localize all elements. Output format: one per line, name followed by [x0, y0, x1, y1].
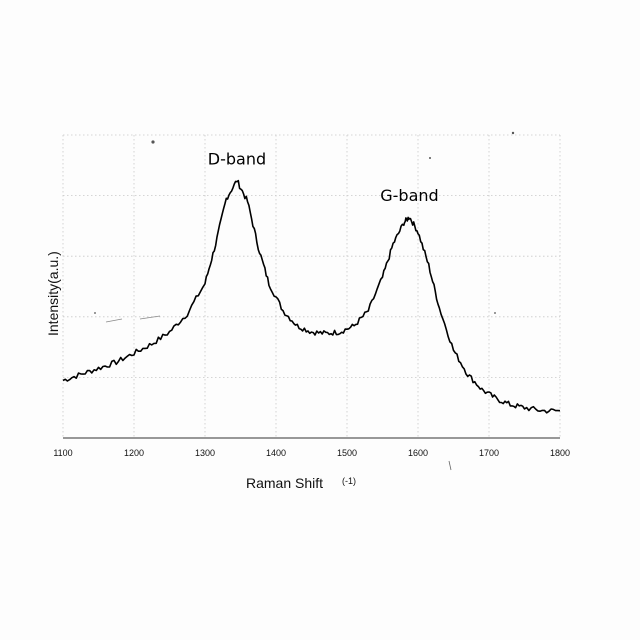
x-tick-label: 1100	[53, 448, 72, 458]
scan-speck	[94, 312, 96, 314]
scan-speck	[512, 132, 514, 134]
x-axis-unit: (-1)	[342, 476, 356, 486]
y-axis-title: Intensity(a.u.)	[45, 251, 61, 336]
d-band-label: D-band	[208, 149, 266, 168]
x-tick-label: 1200	[124, 448, 144, 458]
scan-speck	[151, 140, 154, 143]
x-tick-label: 1600	[408, 448, 428, 458]
spectrum-line	[63, 181, 560, 413]
x-tick-label: 1500	[337, 448, 357, 458]
x-tick-label: 1400	[266, 448, 286, 458]
scan-speck	[494, 312, 496, 314]
scan-streak	[449, 461, 451, 470]
g-band-label: G-band	[380, 186, 438, 205]
x-tick-label: 1700	[479, 448, 499, 458]
annotations: D-band G-band	[208, 149, 439, 204]
x-axis-title: Raman Shift	[246, 475, 323, 491]
x-tick-labels: 1100 1200 1300 1400 1500 1600 1700 1800	[53, 448, 570, 458]
x-tick-label: 1800	[550, 448, 570, 458]
x-tick-label: 1300	[195, 448, 215, 458]
scan-streak	[106, 319, 122, 322]
scan-specks	[94, 132, 514, 470]
scan-speck	[429, 157, 431, 159]
series-layer	[63, 181, 560, 413]
